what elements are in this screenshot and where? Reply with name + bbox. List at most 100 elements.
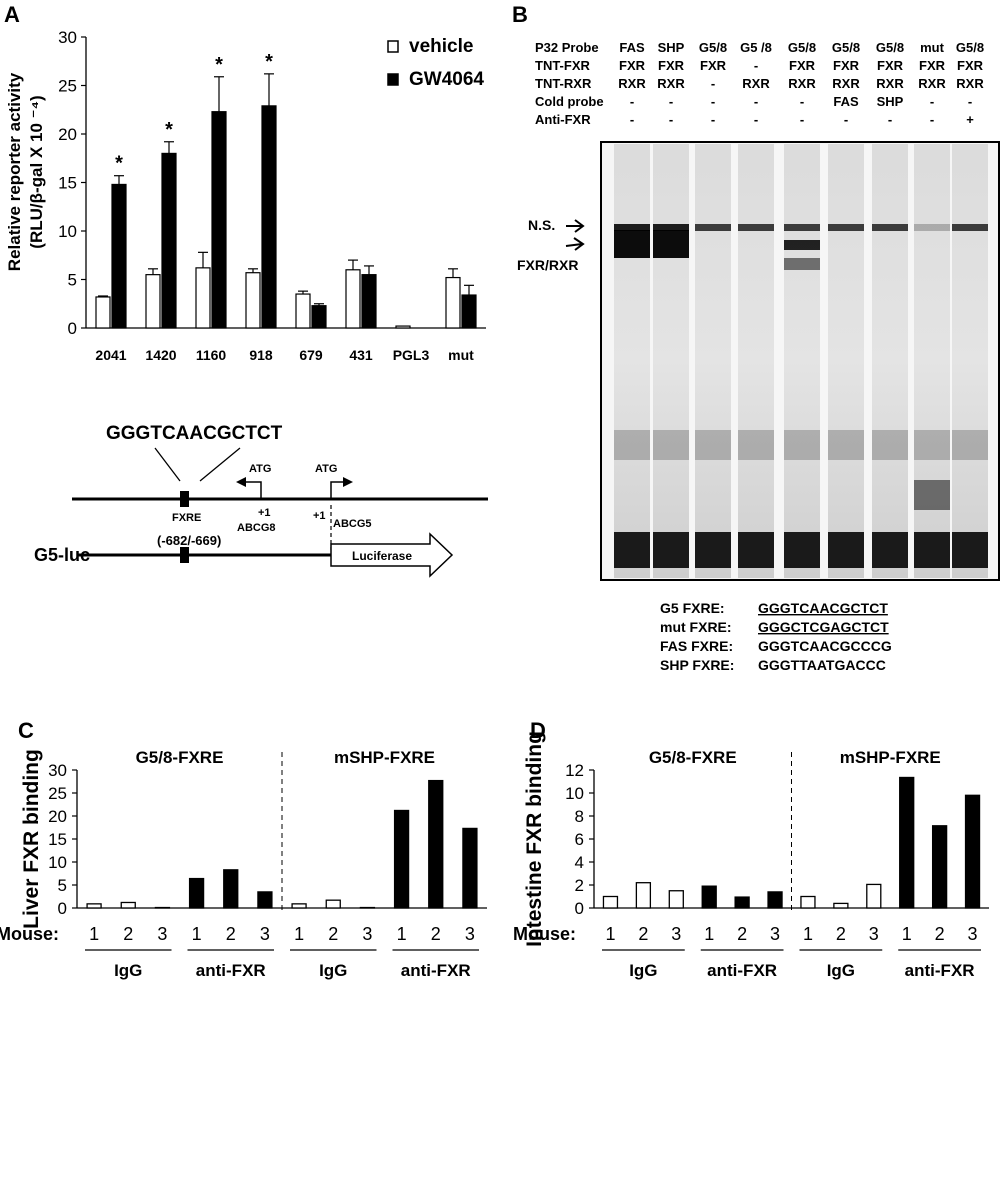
gel-lane-condition: FXR — [789, 58, 816, 73]
gel-lane-condition: SHP — [658, 40, 685, 55]
luciferase-label: Luciferase — [352, 549, 412, 563]
gel-lane-condition: FXR — [658, 58, 685, 73]
chart-a-bar-vehicle-431 — [345, 269, 361, 329]
gel-band-ns — [653, 224, 689, 231]
chart-c-bar — [188, 877, 205, 909]
chart-c-mouse-number: 2 — [328, 924, 338, 944]
gel-lane-condition: FXR — [957, 58, 984, 73]
chart-c-mouse-number: 3 — [465, 924, 475, 944]
chart-d-ytick-label: 8 — [575, 807, 584, 826]
gel-band-free-probe — [653, 532, 689, 568]
chart-d-treatment-label: IgG — [827, 961, 855, 980]
gel-lane — [738, 144, 774, 578]
gel-band-fxr-rxr — [784, 240, 820, 250]
ns-arrow-icon — [566, 219, 585, 233]
gel-row-label: Anti-FXR — [535, 112, 591, 127]
gel-lane-condition: - — [800, 112, 804, 127]
gel-lane-condition: G5/8 — [956, 40, 984, 55]
gel-lane-condition: FAS — [619, 40, 645, 55]
chart-c-treatment-label: anti-FXR — [401, 961, 471, 980]
chart-a-significance-star: * — [115, 153, 123, 175]
chart-a-ytick-label: 20 — [58, 125, 77, 144]
chart-c-bar — [462, 827, 478, 909]
gel-row-label: P32 Probe — [535, 40, 599, 55]
gel-lane-condition: FXR — [877, 58, 904, 73]
gel-band-fxr-rxr — [614, 230, 650, 258]
gel-lane — [614, 144, 650, 578]
gel-band-mut — [914, 480, 950, 510]
gel-lane-condition: G5 /8 — [740, 40, 772, 55]
gel-lane-condition: G5/8 — [788, 40, 816, 55]
chart-d-ylabel: Intestine FXR binding — [523, 731, 546, 947]
chart-c-bar — [428, 779, 444, 909]
gel-smear — [914, 430, 950, 460]
gel-lane-condition: - — [669, 112, 673, 127]
callout-line-left — [154, 447, 181, 482]
gel-lane-condition: - — [800, 94, 804, 109]
legend-label-vehicle: vehicle — [409, 36, 473, 57]
chart-a-bar-gw4064-2041 — [111, 183, 127, 329]
chart-c-mouse-number: 1 — [397, 924, 407, 944]
chart-d-bar — [800, 895, 816, 909]
chart-d-mouse-number: 3 — [770, 924, 780, 944]
gel-band-free-probe — [828, 532, 864, 568]
gel-lane-condition: FAS — [833, 94, 859, 109]
gel-band-free-probe — [952, 532, 988, 568]
gel-smear — [952, 430, 988, 460]
chart-c-ytick-label: 5 — [58, 876, 67, 895]
chart-a-ytick-label: 15 — [58, 174, 77, 193]
chart-a-reporter-activity: Relative reporter activity (RLU/β-gal X … — [5, 28, 486, 363]
fxr-rxr-arrow-icon — [565, 237, 585, 251]
gel-band-ns — [952, 224, 988, 231]
gel-lane-condition: - — [930, 94, 934, 109]
chart-d-mouse-number: 1 — [803, 924, 813, 944]
gel-row-label: Cold probe — [535, 94, 604, 109]
gel-lane-condition: RXR — [832, 76, 860, 91]
gel-smear — [872, 430, 908, 460]
chart-a-significance-star: * — [215, 54, 223, 76]
chart-c-ytick-label: 20 — [48, 807, 67, 826]
chart-a-ytick-label: 5 — [68, 271, 77, 290]
chart-a-legend: vehicle GW4064 — [387, 36, 484, 90]
gel-lane-condition: RXR — [618, 76, 646, 91]
gel-lane — [828, 144, 864, 578]
chart-c-mouse-number: 2 — [431, 924, 441, 944]
panel-letter-c: C — [18, 718, 34, 743]
gel-lane — [952, 144, 988, 578]
gel-band-ns — [872, 224, 908, 231]
fxre-sequence-label: GGGTCAACGCTCT — [106, 423, 283, 444]
chart-d-bar — [767, 891, 783, 909]
chart-c-bar — [291, 903, 307, 909]
gel-lane-condition: RXR — [876, 76, 904, 91]
chart-d-ytick-label: 10 — [565, 784, 584, 803]
gel-lane-condition: FXR — [833, 58, 860, 73]
gel-lane-condition: - — [844, 112, 848, 127]
chart-c-liver-fxr-binding: Liver FXR binding 0 5 10 15 20 25 30 G5/8-FXRE mS… — [0, 748, 487, 980]
chart-d-mouse-prefix: Mouse: — [513, 924, 576, 944]
chart-d-mouse-number: 2 — [638, 924, 648, 944]
chart-d-treatment-label: anti-FXR — [707, 961, 777, 980]
gel-lane-condition: - — [630, 112, 634, 127]
fxre-seq-label: SHP FXRE: — [660, 657, 734, 673]
chart-d-bar — [734, 896, 750, 909]
gel-band-ns — [784, 224, 820, 231]
gel-lane-condition: - — [711, 94, 715, 109]
chart-c-ylabel: Liver FXR binding — [20, 749, 43, 929]
chart-c-mouse-number: 1 — [192, 924, 202, 944]
abcg8-tss-arrow — [243, 481, 262, 499]
fxre-seq-label: FAS FXRE: — [660, 638, 733, 654]
gel-lane-condition: RXR — [657, 76, 685, 91]
chart-d-mouse-number: 1 — [605, 924, 615, 944]
chart-d-bar — [964, 794, 981, 909]
chart-a-significance-star: * — [165, 119, 173, 141]
chart-d-bar — [602, 895, 619, 909]
plus1-left-label: +1 — [258, 507, 271, 519]
abcg5-tss-arrow — [330, 481, 346, 499]
gel-lane-condition: FXR — [700, 58, 727, 73]
chart-c-group-title: G5/8-FXRE — [136, 748, 224, 767]
chart-d-ytick-label: 4 — [575, 853, 584, 872]
fxre-seq-value: GGGTCAACGCCCG — [758, 638, 892, 654]
chart-d-mouse-number: 1 — [704, 924, 714, 944]
chart-d-mouse-number: 2 — [935, 924, 945, 944]
